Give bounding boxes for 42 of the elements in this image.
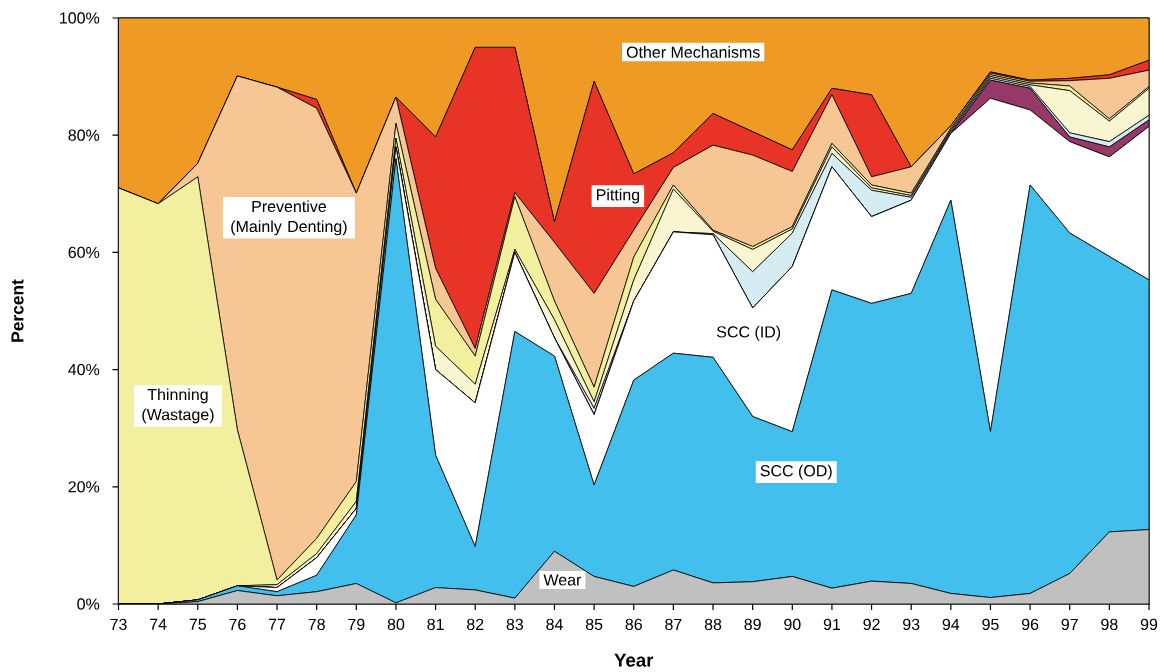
x-tick-label: 76 [229, 618, 246, 631]
x-tick-label: 79 [348, 618, 365, 631]
x-tick-label: 97 [1061, 618, 1078, 631]
series-label: Preventive (Mainly Denting) [231, 200, 347, 236]
x-tick-label: 87 [665, 618, 682, 631]
x-tick-label: 74 [150, 618, 167, 630]
x-tick-label: 75 [189, 618, 206, 630]
x-tick-label: 92 [863, 618, 880, 631]
x-tick-label: 96 [1021, 618, 1039, 631]
y-tick-label: 40% [68, 363, 100, 376]
series-label: Thinning (Wastage) [142, 388, 214, 424]
x-tick-label: 91 [823, 618, 841, 631]
x-tick-label: 98 [1101, 618, 1118, 631]
x-tick-label: 84 [546, 618, 563, 631]
x-tick-label: 94 [942, 618, 960, 631]
y-axis-title: Percent [11, 279, 24, 342]
series-label: Pitting [596, 188, 640, 204]
x-tick-label: 89 [744, 618, 761, 631]
series-label: Other Mechanisms [626, 46, 760, 58]
y-tick-label: 20% [68, 481, 100, 493]
x-tick-label: 88 [704, 618, 722, 631]
x-tick-label: 86 [625, 618, 642, 631]
x-tick-label: 81 [427, 618, 444, 631]
x-tick-label: 93 [903, 618, 920, 631]
x-tick-label: 80 [387, 618, 405, 631]
x-tick-label: 90 [784, 618, 801, 631]
x-axis-title: Year [614, 653, 654, 667]
series-label: SCC (ID) [716, 325, 781, 341]
y-tick-label: 60% [68, 246, 100, 259]
series-label: Wear [543, 574, 582, 586]
x-tick-label: 99 [1140, 618, 1158, 631]
y-tick-label: 100% [60, 12, 100, 24]
x-tick-label: 77 [268, 618, 286, 630]
x-tick-label: 83 [506, 618, 524, 631]
x-tick-label: 95 [982, 618, 999, 631]
x-tick-label: 78 [308, 618, 325, 631]
series-label: SCC (OD) [760, 464, 832, 480]
y-tick-label: 80% [68, 129, 100, 141]
x-tick-label: 73 [110, 618, 127, 631]
x-tick-label: 85 [585, 618, 603, 631]
y-tick-label: 0% [77, 598, 100, 610]
x-tick-label: 82 [467, 618, 484, 631]
